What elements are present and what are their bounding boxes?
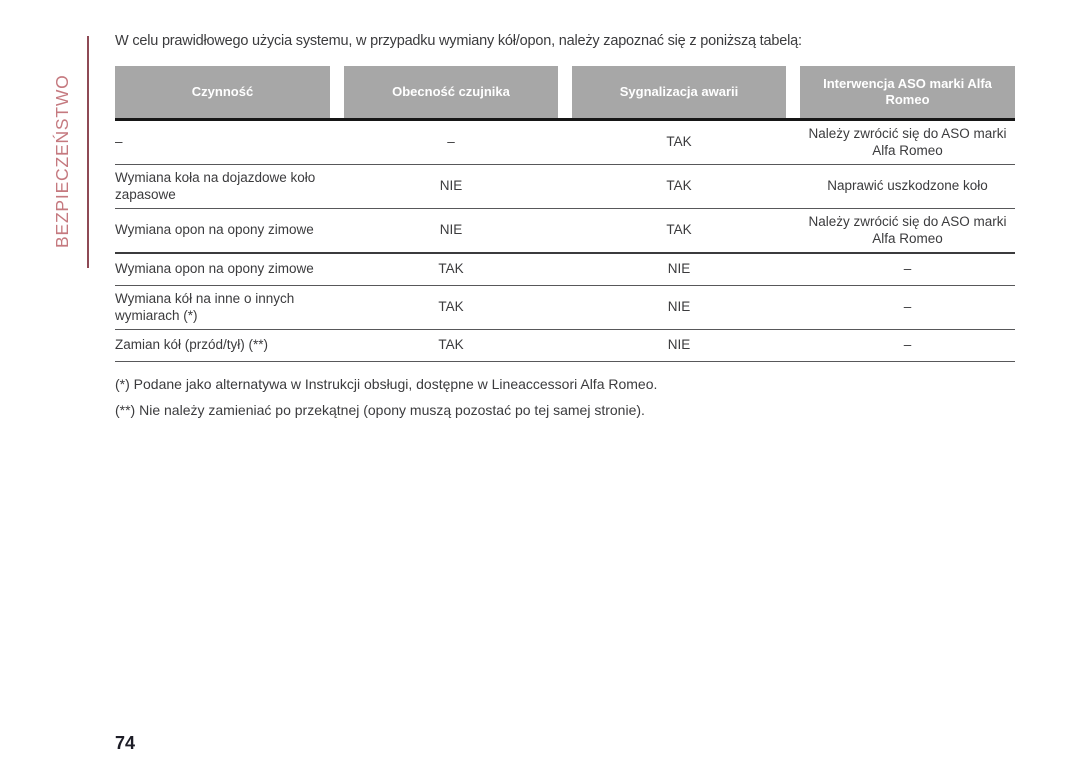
cell-intervention: Należy zwrócić się do ASO marki Alfa Rom… (808, 214, 1007, 246)
header-sygnalizacja-awarii: Sygnalizacja awarii (572, 66, 786, 118)
cell-warning: NIE (667, 337, 691, 353)
cell-intervention: Należy zwrócić się do ASO marki Alfa Rom… (808, 126, 1007, 158)
cell-sensor: – (447, 134, 455, 150)
cell-sensor: TAK (438, 299, 464, 315)
cell-action: Wymiana opon na opony zimowe (115, 222, 314, 238)
intro-paragraph: W celu prawidłowego użycia systemu, w pr… (115, 33, 802, 49)
cell-warning: NIE (667, 299, 691, 315)
cell-action: Wymiana koła na dojazdowe koło zapasowe (115, 170, 316, 202)
cell-sensor: TAK (438, 261, 464, 277)
chapter-label: BEZPIECZEŃSTWO (52, 74, 72, 248)
cell-warning: TAK (666, 134, 692, 150)
cell-action: Wymiana kół na inne o innych wymiarach (… (115, 291, 295, 323)
cell-warning: TAK (666, 222, 692, 238)
cell-warning: NIE (667, 261, 691, 277)
cell-intervention: – (903, 261, 912, 277)
footnote-double-asterisk: (**) Nie należy zamieniać po przekątnej … (115, 401, 645, 418)
footnotes: (*) Podane jako alternatywa w Instrukcji… (115, 372, 1015, 424)
table-row: Wymiana opon na opony zimowe NIE TAK Nal… (115, 209, 1015, 254)
header-czynnosc: Czynność (115, 66, 330, 118)
page-number: 74 (115, 733, 136, 753)
table-row: Wymiana kół na inne o innych wymiarach (… (115, 286, 1015, 330)
main-content: W celu prawidłowego użycia systemu, w pr… (115, 33, 1015, 424)
cell-intervention: Naprawić uszkodzone koło (827, 178, 988, 194)
cell-warning: TAK (666, 178, 692, 194)
footnote-asterisk: (*) Podane jako alternatywa w Instrukcji… (115, 376, 658, 392)
cell-sensor: NIE (439, 222, 463, 238)
cell-intervention: – (903, 337, 912, 353)
cell-intervention: – (903, 299, 912, 315)
table-row: Wymiana opon na opony zimowe TAK NIE – (115, 254, 1015, 286)
table-row: Wymiana koła na dojazdowe koło zapasowe … (115, 165, 1015, 209)
cell-action: – (115, 134, 123, 150)
cell-action: Wymiana opon na opony zimowe (115, 261, 314, 277)
tpms-table: Czynność Obecność czujnika Sygnalizacja … (115, 66, 1015, 362)
header-obecnosc-czujnika: Obecność czujnika (344, 66, 558, 118)
header-underline (115, 118, 1015, 121)
cell-action: Zamian kół (przód/tył) (**) (115, 337, 269, 353)
table-row: – – TAK Należy zwrócić się do ASO marki … (115, 121, 1015, 165)
header-interwencja-aso: Interwencja ASO marki Alfa Romeo (800, 66, 1015, 118)
table-row: Zamian kół (przód/tył) (**) TAK NIE – (115, 330, 1015, 362)
cell-sensor: NIE (439, 178, 463, 194)
cell-sensor: TAK (438, 337, 464, 353)
chapter-rule-divider (87, 36, 89, 268)
table-header-row: Czynność Obecność czujnika Sygnalizacja … (115, 66, 1015, 118)
